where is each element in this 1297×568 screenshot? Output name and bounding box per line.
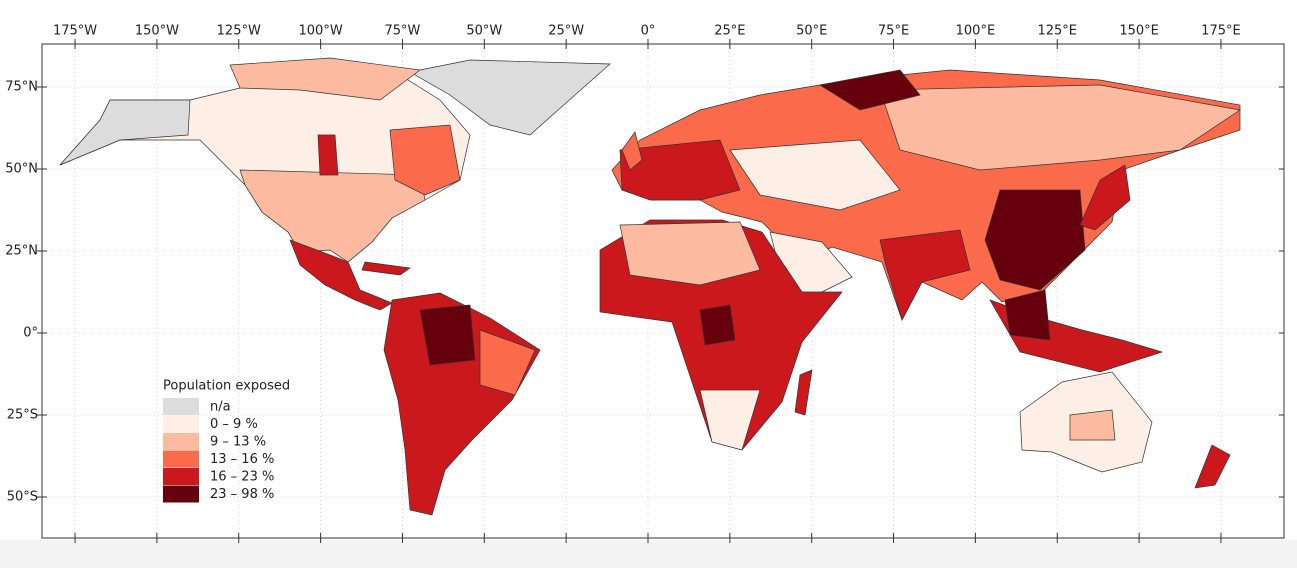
legend-label: 23 – 98 % <box>210 487 274 502</box>
lon-label: 125°W <box>217 24 261 39</box>
legend-label: 0 – 9 % <box>210 417 258 432</box>
legend-label: 13 – 16 % <box>210 452 274 467</box>
south-africa <box>699 389 761 451</box>
australia-south <box>1069 409 1116 441</box>
arctic-islands <box>229 57 421 101</box>
arctic-russia <box>819 69 921 111</box>
land <box>59 57 1241 516</box>
congo <box>699 304 736 346</box>
legend-swatch <box>163 398 199 415</box>
india <box>879 229 971 321</box>
lon-label: 100°E <box>956 24 996 39</box>
lat-label: 25°S <box>7 408 38 423</box>
lon-label: 25°E <box>714 24 745 39</box>
lon-label: 0° <box>641 24 656 39</box>
borneo <box>1004 289 1051 341</box>
usa <box>239 169 426 263</box>
alaska <box>59 99 191 166</box>
legend-label: 9 – 13 % <box>210 435 266 450</box>
legend-swatch <box>163 485 199 503</box>
lon-label: 175°E <box>1201 24 1241 39</box>
lon-label: 175°W <box>53 24 97 39</box>
lat-label: 50°S <box>7 490 38 505</box>
caribbean <box>361 261 411 276</box>
brazil-east <box>479 329 536 396</box>
ticks: 175°W 150°W 125°W 100°W 75°W 50°W 25°W 0° 25°E 50… <box>5 24 1284 543</box>
legend-swatch <box>163 415 199 433</box>
new-zealand <box>1194 444 1231 489</box>
central-america <box>289 239 393 311</box>
lat-label: 75°N <box>5 80 38 95</box>
legend: Population exposed n/a 0 – 9 % 9 – 13 % 13 … <box>163 379 290 503</box>
lon-label: 75°W <box>384 24 420 39</box>
legend-swatch <box>163 450 199 468</box>
legend-label: 16 – 23 % <box>210 470 274 485</box>
lat-label: 25°N <box>5 244 38 259</box>
legend-title: Population exposed <box>163 379 290 394</box>
manitoba <box>317 134 339 176</box>
lon-label: 100°W <box>299 24 343 39</box>
lon-label: 150°W <box>135 24 179 39</box>
japan <box>1079 164 1131 231</box>
greenland <box>409 59 611 136</box>
lat-label: 50°N <box>5 162 38 177</box>
legend-label: n/a <box>210 400 231 415</box>
lon-label: 75°E <box>878 24 909 39</box>
china-east <box>984 189 1086 291</box>
lon-label: 150°E <box>1119 24 1159 39</box>
central-asia <box>729 139 901 211</box>
footer-band <box>0 540 1297 568</box>
madagascar <box>794 369 813 416</box>
uk <box>621 131 643 171</box>
lon-label: 50°E <box>796 24 827 39</box>
east-canada <box>389 124 461 196</box>
lat-label: 0° <box>23 326 38 341</box>
legend-swatch <box>163 433 199 450</box>
siberia <box>879 84 1241 171</box>
legend-swatch <box>163 468 199 485</box>
lon-label: 25°W <box>548 24 584 39</box>
europe <box>619 139 741 201</box>
lon-label: 50°W <box>466 24 502 39</box>
sahara <box>619 221 761 286</box>
lon-label: 125°E <box>1037 24 1077 39</box>
amazon <box>419 304 476 366</box>
